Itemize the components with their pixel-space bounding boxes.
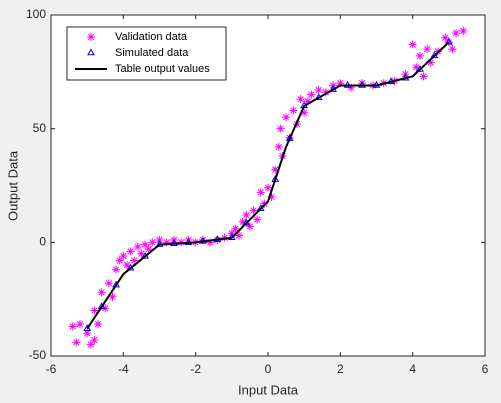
x-tick-label: 2 <box>337 362 344 376</box>
x-tick-label: -6 <box>46 362 57 376</box>
y-tick-label: 0 <box>39 235 46 249</box>
marker <box>267 192 276 201</box>
marker <box>68 322 77 331</box>
x-tick-label: -2 <box>190 362 201 376</box>
legend-marker <box>87 48 95 56</box>
marker <box>289 106 298 115</box>
marker <box>249 206 258 215</box>
marker <box>108 292 117 301</box>
marker <box>441 33 450 42</box>
marker <box>253 215 262 224</box>
y-tick-label: 50 <box>33 121 47 135</box>
marker <box>408 40 417 49</box>
marker <box>314 86 323 95</box>
marker <box>415 51 424 60</box>
marker <box>137 249 146 258</box>
marker <box>282 113 291 122</box>
marker <box>101 304 110 313</box>
marker <box>448 45 457 54</box>
marker <box>75 320 84 329</box>
marker <box>198 236 207 245</box>
marker <box>122 261 131 270</box>
marker <box>256 188 265 197</box>
x-axis-label: Input Data <box>238 382 299 397</box>
marker <box>97 288 106 297</box>
marker <box>126 247 135 256</box>
y-axis-label: Output Data <box>5 150 20 221</box>
marker <box>238 217 247 226</box>
marker <box>419 72 428 81</box>
marker <box>206 238 215 247</box>
marker <box>321 88 330 97</box>
marker <box>112 265 121 274</box>
marker <box>90 336 99 345</box>
legend-marker <box>87 33 95 41</box>
marker <box>72 338 81 347</box>
marker <box>412 63 421 72</box>
marker <box>141 240 150 249</box>
marker <box>227 229 236 238</box>
marker <box>336 79 345 88</box>
marker <box>245 222 254 231</box>
marker <box>358 79 367 88</box>
marker <box>119 251 128 260</box>
marker <box>155 236 164 245</box>
marker <box>303 97 312 106</box>
marker <box>94 320 103 329</box>
marker <box>459 26 468 35</box>
marker <box>271 165 280 174</box>
x-tick-label: 6 <box>482 362 489 376</box>
x-tick-label: -4 <box>118 362 129 376</box>
marker <box>144 245 153 254</box>
y-tick-label: -50 <box>29 348 47 362</box>
legend-label: Simulated data <box>115 47 189 59</box>
marker <box>115 256 124 265</box>
line <box>86 41 450 330</box>
axes-box <box>50 14 486 357</box>
marker <box>426 58 435 67</box>
marker <box>347 83 356 92</box>
marker <box>231 224 240 233</box>
legend-label: Table output values <box>115 63 210 75</box>
marker <box>444 37 453 45</box>
marker <box>307 90 316 99</box>
x-tick-label: 0 <box>265 362 272 376</box>
marker <box>264 183 272 192</box>
marker <box>274 142 283 151</box>
marker <box>300 108 309 117</box>
marker <box>133 242 142 251</box>
marker <box>162 238 171 247</box>
marker <box>148 238 157 247</box>
y-tick-label: 100 <box>26 7 46 21</box>
legend-label: Validation data <box>115 31 188 43</box>
marker <box>276 124 285 133</box>
marker <box>83 329 92 338</box>
marker <box>86 340 95 349</box>
marker <box>296 95 305 104</box>
marker <box>452 29 461 38</box>
marker <box>90 306 99 315</box>
marker <box>423 45 432 54</box>
marker <box>242 211 251 220</box>
marker <box>130 256 139 265</box>
marker <box>235 231 244 240</box>
x-tick-label: 4 <box>409 362 416 376</box>
marker <box>104 279 113 288</box>
